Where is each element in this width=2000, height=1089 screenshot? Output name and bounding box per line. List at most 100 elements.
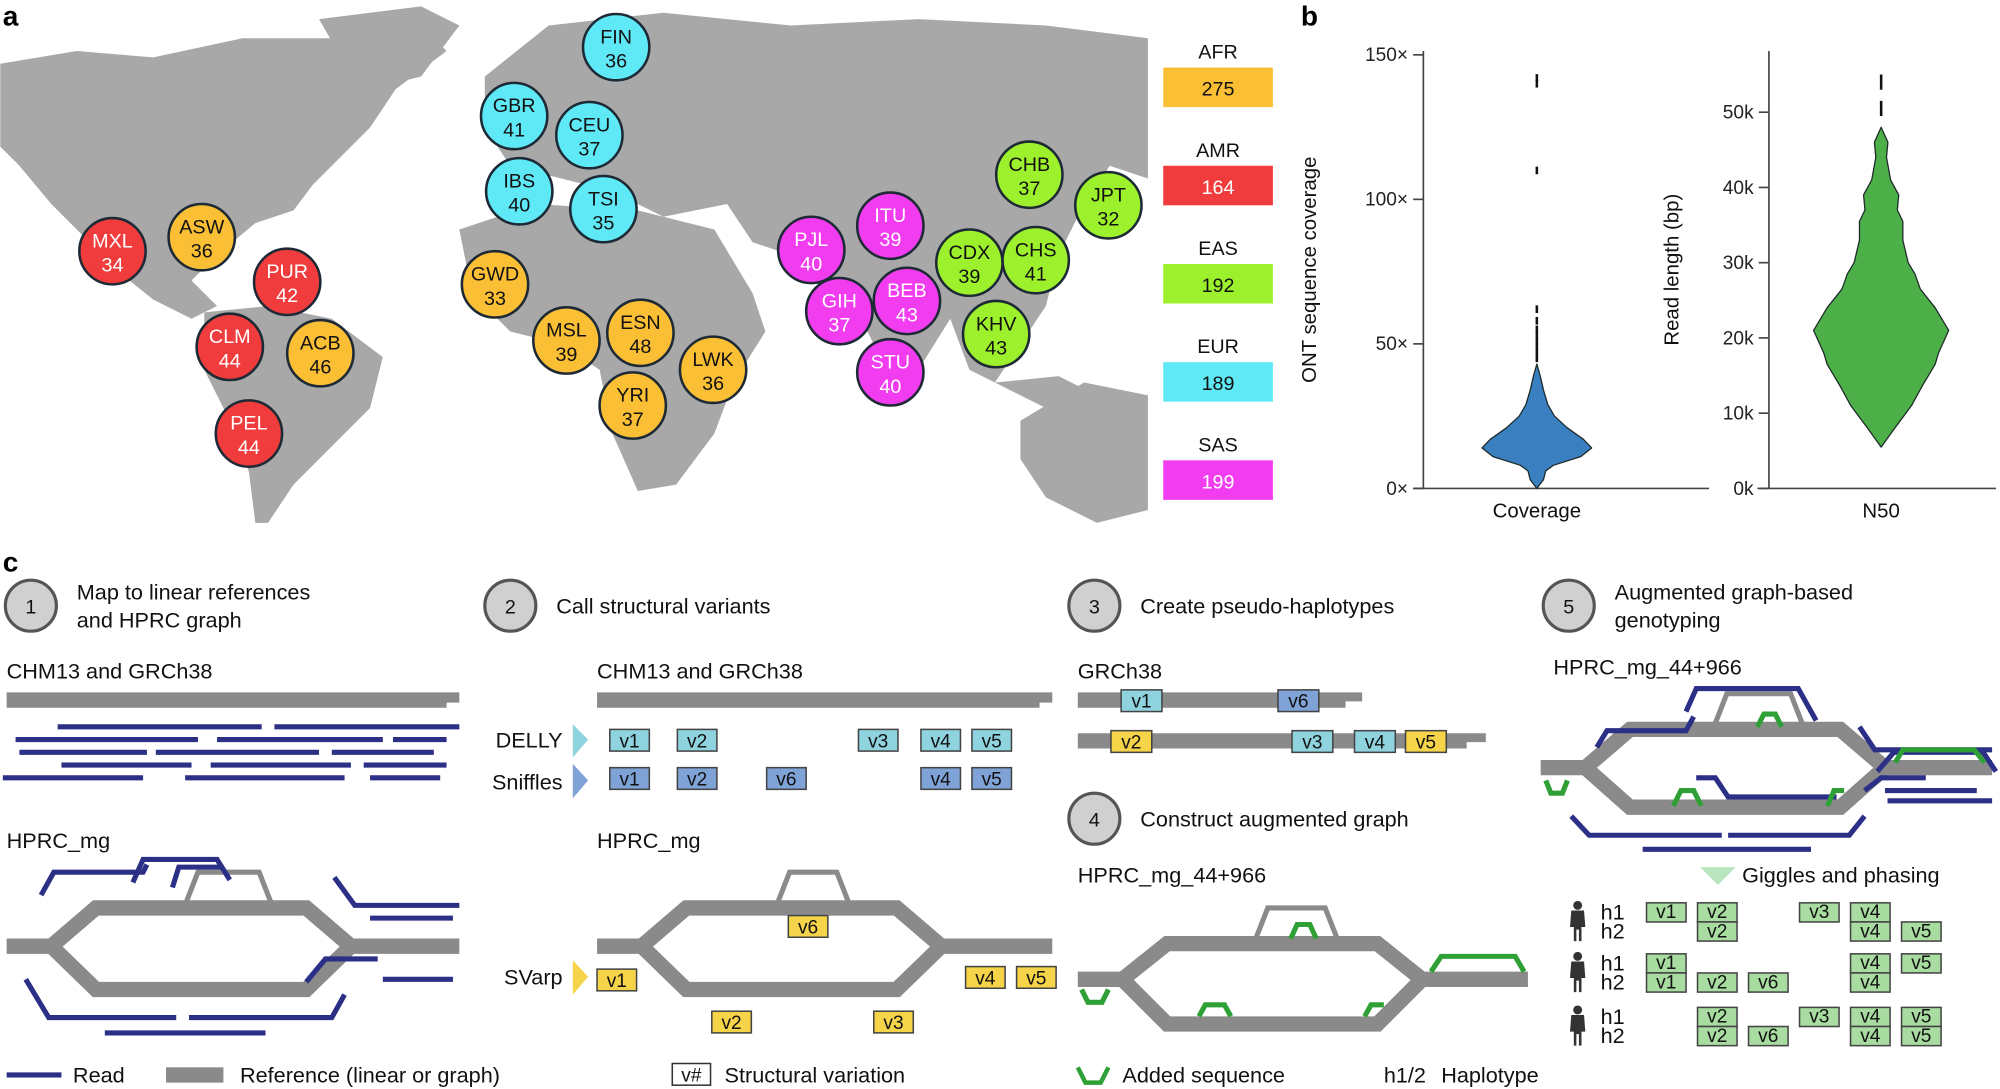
step-number-badge: [1067, 791, 1122, 846]
superpopulation-legend: AFR 275 AMR 164 EAS 192 EUR 189 SAS 199: [1163, 42, 1273, 500]
population-code: ASW: [179, 216, 224, 238]
variant-box-v5: v5: [1900, 953, 1942, 974]
y-tick-label: 40k: [1723, 178, 1754, 199]
variant-label: v3: [1809, 902, 1829, 923]
violin-body: [1481, 363, 1593, 490]
variant-label: v4: [1860, 921, 1881, 942]
step-title: Construct augmented graph: [1140, 806, 1408, 831]
variant-label: v5: [982, 731, 1002, 752]
population-marker-tsi: TSI 35: [568, 174, 638, 244]
variant-box: [1849, 972, 1891, 993]
variant-label: v4: [975, 968, 996, 989]
mapped-reads: [2, 724, 460, 781]
population-circle: [1001, 225, 1071, 295]
legend-hap: Haplotype: [1441, 1063, 1539, 1088]
population-code: CHB: [1008, 154, 1050, 176]
population-code: ACB: [300, 332, 341, 354]
read: [1728, 814, 1867, 838]
variant-box: [1645, 972, 1687, 993]
population-code: LWK: [692, 349, 733, 371]
population-code: STU: [871, 352, 911, 374]
population-count: 40: [800, 253, 822, 275]
graph-label: HPRC_mg: [597, 828, 701, 853]
population-circle: [554, 100, 624, 170]
variant-box-v4: v4: [1353, 729, 1397, 754]
population-code: JPT: [1091, 184, 1126, 206]
variant-box-v1: v1: [1645, 972, 1687, 993]
y-tick-label: 50×: [1376, 334, 1408, 355]
variant-box-v1: v1: [1645, 902, 1687, 923]
variant-box-v5: v5: [1015, 965, 1057, 989]
population-code: PEL: [230, 413, 267, 435]
greenland-landmass: [319, 6, 460, 90]
legend-hap-key: h1/2: [1384, 1063, 1426, 1088]
population-count: 39: [958, 266, 980, 288]
y-tick-label: 100×: [1365, 190, 1408, 211]
step-title: Augmented graph-based: [1615, 579, 1853, 604]
population-circle: [460, 249, 530, 319]
population-count: 36: [605, 51, 627, 73]
step-number-badge: [483, 578, 538, 633]
legend-reference: Reference (linear or graph): [240, 1063, 500, 1088]
variant-label: v3: [1302, 733, 1322, 754]
added-sequence: [1428, 953, 1527, 974]
variant-box-v6: v6: [1747, 972, 1789, 993]
augmented-graph-label: HPRC_mg_44+966: [1078, 862, 1266, 887]
variant-box-v2: v2: [676, 728, 718, 752]
graph-reference-path: [6, 900, 460, 998]
variant-box: [872, 1010, 915, 1034]
variant-label: v5: [1911, 1007, 1931, 1028]
step-title: Call structural variants: [556, 593, 770, 618]
variant-box-v5: v5: [1900, 921, 1942, 942]
person-icon: [1570, 951, 1586, 993]
variant-label: v6: [798, 917, 818, 938]
islands-landmass: [994, 376, 1097, 409]
superpopulation-swatch: [1163, 460, 1273, 500]
step-title-line2: genotyping: [1615, 607, 1721, 632]
sniffles-arrow-icon: [572, 763, 589, 799]
variant-box-v3: v3: [1291, 729, 1334, 754]
pangenome-graph: [597, 869, 1053, 998]
variant-box-v5: v5: [971, 766, 1013, 791]
read: [1569, 814, 1722, 838]
variant-box: [1798, 902, 1840, 923]
step-3: 3 Create pseudo-haplotypes: [1067, 578, 1394, 633]
added-sequence: [1543, 779, 1570, 796]
y-tick-label: 50k: [1723, 103, 1754, 124]
variant-label: v6: [776, 770, 796, 791]
population-code: BEB: [887, 280, 927, 302]
population-circle: [678, 335, 748, 405]
population-circle: [285, 318, 355, 388]
violin-chart-coverage: 0× 50× 100× 150× ONT sequence coverage Covera…: [1299, 45, 1709, 523]
population-count: 46: [309, 357, 331, 379]
population-circle: [581, 12, 651, 82]
population-circle: [598, 371, 668, 440]
population-marker-mxl: MXL 34: [78, 216, 147, 286]
step-number-badge: [3, 578, 58, 633]
added-sequence: [1892, 747, 1987, 765]
linear-reference-bar: [6, 692, 460, 708]
superpopulation-name: EUR: [1197, 336, 1239, 358]
variant-label: v6: [1288, 692, 1308, 713]
population-circle: [78, 216, 147, 286]
variant-label: v4: [1860, 1007, 1881, 1028]
added-sequence: [1079, 988, 1111, 1005]
variant-label: v1: [1131, 692, 1151, 713]
variant-box: [1110, 729, 1153, 754]
panel-c-legend: Read Reference (linear or graph) v# Stru…: [6, 1063, 1539, 1088]
variant-box-v3: v3: [857, 728, 899, 752]
variant-box: [1747, 1025, 1789, 1047]
population-marker-chs: CHS 41: [1001, 225, 1071, 295]
step1-linear: CHM13 and GRCh38 HPRC_mg: [2, 658, 460, 1036]
superpopulation-name: AMR: [1196, 140, 1240, 162]
population-count: 39: [555, 344, 577, 366]
superpopulation-name: SAS: [1198, 434, 1238, 456]
variant-label: v1: [619, 731, 639, 752]
